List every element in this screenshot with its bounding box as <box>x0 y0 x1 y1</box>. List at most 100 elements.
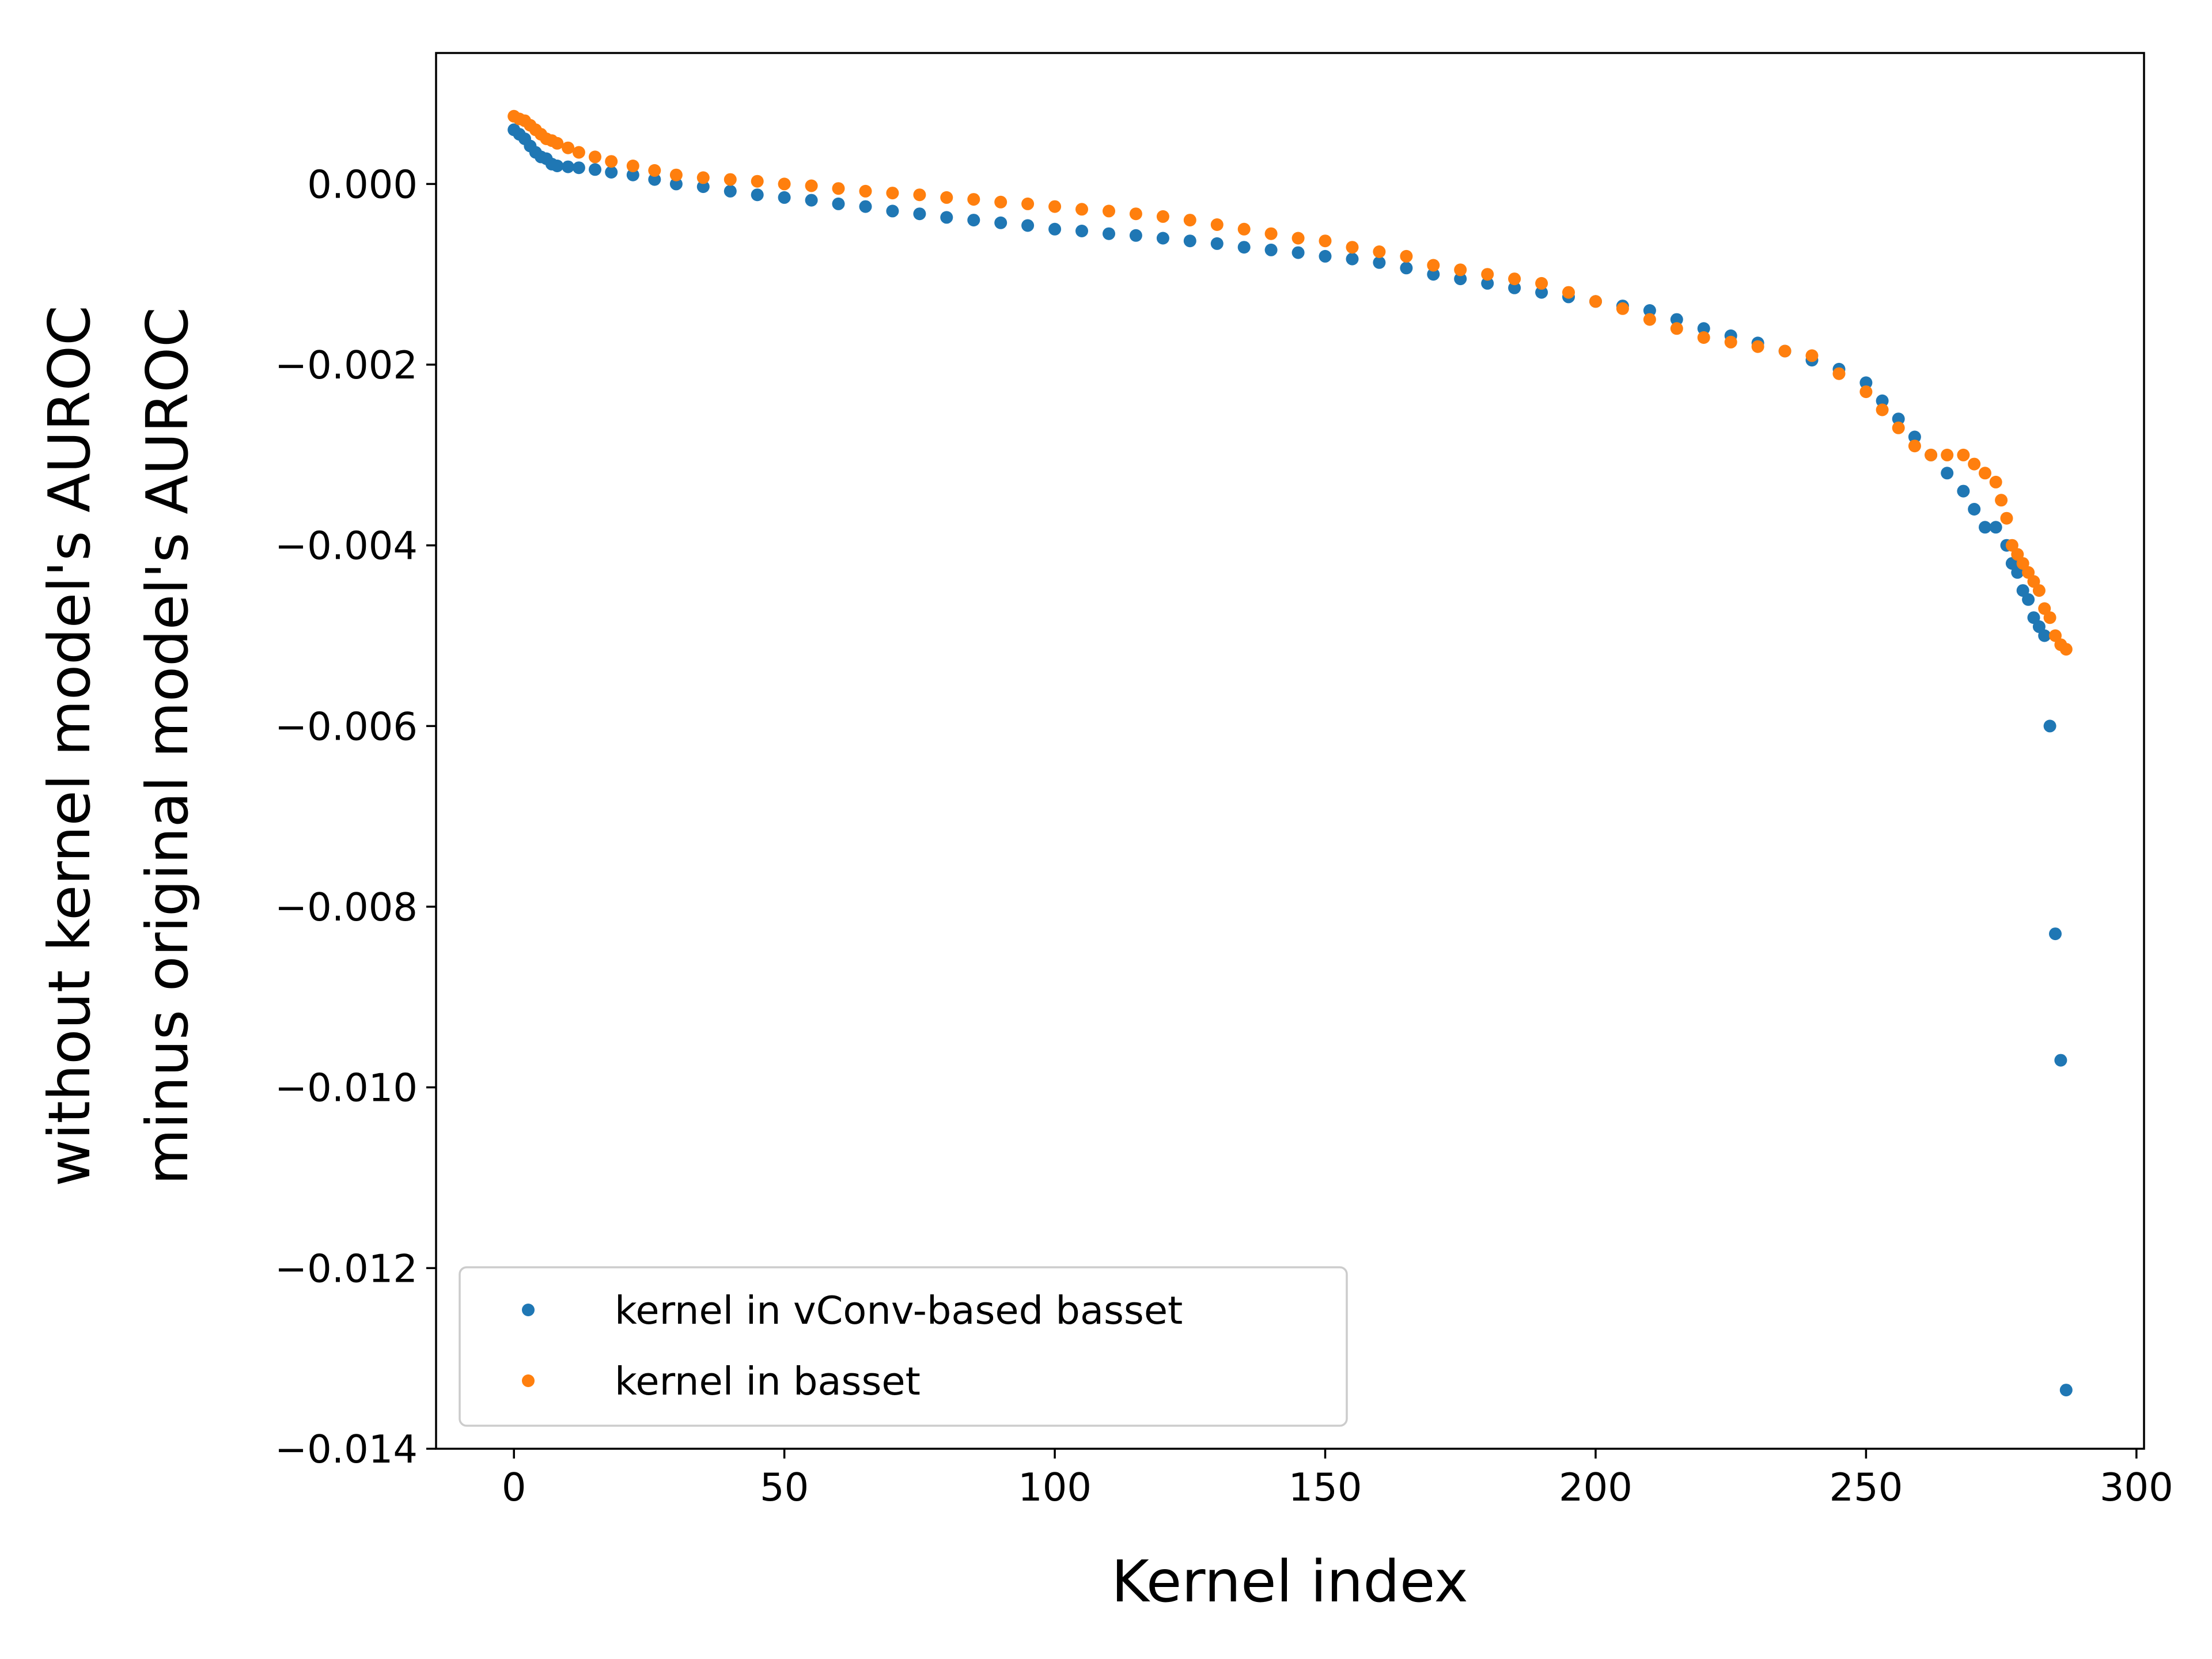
data-point <box>2000 512 2013 525</box>
legend: kernel in vConv-based basset kernel in b… <box>459 1266 1348 1427</box>
data-point <box>1995 494 2008 507</box>
data-point <box>778 177 791 191</box>
data-point <box>551 137 564 150</box>
data-point <box>859 200 872 213</box>
data-point <box>1400 249 1413 263</box>
data-point <box>572 161 585 175</box>
data-point <box>1129 229 1142 242</box>
y-tick-label: 0.000 <box>307 162 418 207</box>
data-point <box>724 184 737 198</box>
data-point <box>1454 272 1467 286</box>
data-point <box>1979 521 1991 534</box>
data-point <box>1670 322 1683 335</box>
data-layer <box>507 109 2073 1397</box>
data-point <box>1075 203 1088 216</box>
data-point <box>1697 331 1710 344</box>
y-tick-label: −0.012 <box>275 1246 418 1291</box>
x-axis-title: Kernel index <box>1111 1548 1468 1615</box>
data-point <box>1876 394 1889 407</box>
data-point <box>1373 245 1386 258</box>
data-point <box>1643 313 1656 326</box>
data-point <box>1859 385 1873 399</box>
data-point <box>669 177 683 191</box>
data-point <box>1183 234 1196 248</box>
data-point <box>1291 232 1305 245</box>
data-point <box>1697 322 1710 335</box>
data-point <box>1908 430 1921 444</box>
data-point <box>913 188 926 202</box>
data-point <box>1968 457 1981 471</box>
data-point <box>648 164 661 177</box>
plot-frame <box>435 52 2145 1450</box>
data-point <box>626 160 639 172</box>
data-point <box>1778 344 1791 358</box>
legend-label-vconv: kernel in vConv-based basset <box>615 1288 1183 1333</box>
data-point <box>1103 204 1115 218</box>
data-point <box>1237 222 1251 236</box>
data-point <box>859 184 872 198</box>
data-point <box>1535 286 1548 299</box>
data-point <box>562 141 575 154</box>
data-point <box>1508 272 1521 286</box>
data-point <box>1941 467 1954 480</box>
data-point <box>696 180 710 194</box>
data-point <box>1751 340 1764 353</box>
data-point <box>1346 241 1359 254</box>
data-point <box>1643 304 1656 317</box>
x-tick-label: 200 <box>1559 1465 1633 1510</box>
data-point <box>1925 448 1938 461</box>
data-point <box>994 216 1007 229</box>
legend-label-basset: kernel in basset <box>615 1359 921 1404</box>
x-tick-label: 300 <box>2100 1465 2173 1510</box>
x-tick-label: 50 <box>760 1465 809 1510</box>
y-tick-label: −0.002 <box>275 343 418 388</box>
data-point <box>1859 376 1873 389</box>
data-point <box>2059 643 2073 656</box>
data-point <box>1210 218 1224 231</box>
data-point <box>967 193 980 206</box>
data-point <box>605 155 618 168</box>
data-point <box>1481 276 1494 290</box>
data-point <box>1075 225 1088 237</box>
data-point <box>1264 227 1278 240</box>
data-point <box>805 179 818 192</box>
data-point <box>696 171 710 184</box>
data-point <box>1400 262 1413 275</box>
data-point <box>605 166 618 179</box>
data-point <box>626 168 639 181</box>
data-point <box>551 160 564 172</box>
data-point <box>994 195 1007 209</box>
x-axis-ticks: 0 50 100 150 200 250 300 <box>502 1449 2173 1510</box>
data-point <box>832 197 845 210</box>
data-point <box>648 173 661 186</box>
data-point <box>1427 268 1440 281</box>
x-tick-label: 0 <box>502 1465 527 1510</box>
legend-marker-basset <box>522 1374 535 1387</box>
x-tick-label: 100 <box>1018 1465 1092 1510</box>
data-point <box>1156 232 1169 245</box>
data-point <box>1589 295 1602 308</box>
data-point <box>1291 246 1305 259</box>
data-point <box>2043 611 2056 624</box>
data-point <box>751 188 764 202</box>
data-point <box>940 211 953 224</box>
data-point <box>2022 593 2035 606</box>
data-point <box>589 163 601 176</box>
data-point <box>2032 584 2046 597</box>
data-point <box>832 182 845 195</box>
y-axis-title-line-2: minus original model's AUROC <box>134 307 201 1185</box>
data-point <box>1454 263 1467 276</box>
data-point <box>1481 268 1494 281</box>
y-tick-label: −0.008 <box>275 885 418 930</box>
data-point <box>2038 629 2051 642</box>
data-point <box>1508 281 1521 294</box>
data-point <box>1957 484 1970 498</box>
data-point <box>1876 403 1889 416</box>
series-basset <box>507 109 2073 656</box>
data-point <box>1103 227 1115 240</box>
data-point <box>886 187 899 200</box>
data-point <box>1979 467 1991 480</box>
data-point <box>1346 252 1359 266</box>
data-point <box>562 160 575 173</box>
